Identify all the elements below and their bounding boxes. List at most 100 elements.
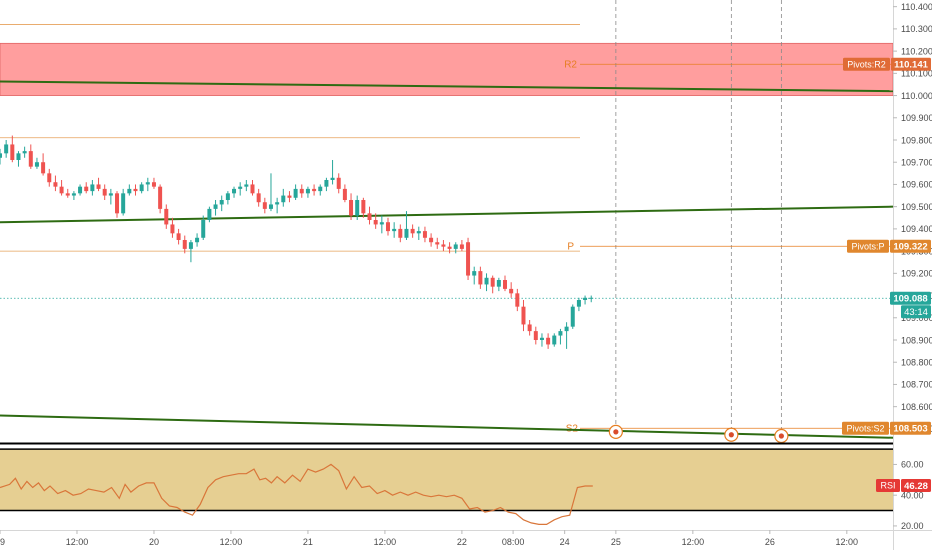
price-tick-label-18: 108.600	[901, 402, 932, 412]
candle-body-84	[515, 293, 520, 307]
candle-body-22	[133, 188, 138, 192]
time-tick-label-10: 12:00	[682, 537, 705, 547]
candle-body-85	[521, 306, 526, 325]
candle-body-96	[589, 297, 594, 299]
candle-body-72	[441, 244, 446, 247]
rsi-value: 46.28	[904, 481, 928, 492]
candle-body-23	[139, 184, 144, 192]
candle-body-49	[299, 188, 304, 194]
candle-body-48	[293, 188, 298, 198]
price-tick-label-12: 109.200	[901, 269, 932, 279]
candle-body-90	[552, 335, 557, 345]
time-tick-label-7: 08:00	[502, 537, 525, 547]
price-tick-label-16: 108.800	[901, 358, 932, 368]
candle-body-7	[41, 162, 46, 174]
candle-body-21	[127, 188, 132, 194]
r2-value-box	[891, 57, 931, 71]
candle-body-57	[349, 200, 354, 216]
candle-body-36	[219, 200, 224, 205]
candle-body-32	[195, 237, 200, 243]
rsi-tag: RSI	[880, 481, 895, 491]
candle-body-44	[268, 204, 273, 209]
rsi-pane[interactable]	[0, 448, 893, 525]
candle-body-81	[496, 280, 501, 287]
p-value-box	[890, 239, 931, 253]
candle-body-24	[145, 182, 150, 185]
time-tick-label-0: 9	[0, 537, 5, 547]
p-tag: Pivots:P	[851, 241, 884, 251]
time-axis[interactable]: 9 12:00 20 12:00 21 12:00 22 08:00 24 25 12:00 26 12…	[0, 530, 932, 547]
s2-tag-box	[842, 421, 889, 435]
candle-body-26	[158, 186, 163, 209]
event-marker-1[interactable]	[724, 427, 739, 442]
candle-body-55	[336, 177, 341, 189]
candle-body-16	[96, 184, 101, 189]
candle-body-63	[385, 222, 390, 232]
time-tick-label-11: 26	[765, 537, 775, 547]
s2-value-box	[890, 421, 931, 435]
countdown-box	[901, 305, 931, 319]
pivot-r2-label: R2	[564, 60, 577, 71]
candle-body-77	[472, 271, 477, 276]
candle-body-38	[232, 188, 237, 194]
time-tick-label-3: 12:00	[220, 537, 243, 547]
candle-body-1	[4, 144, 9, 154]
candle-body-29	[176, 233, 181, 240]
candle-body-34	[207, 208, 212, 220]
event-markers[interactable]	[608, 424, 789, 444]
price-tick-label-7: 109.700	[901, 158, 932, 168]
candle-body-64	[392, 228, 397, 232]
candle-body-20	[121, 193, 126, 214]
candle-body-58	[355, 200, 360, 216]
event-lines	[615, 0, 782, 430]
trend-line-2	[0, 414, 894, 439]
event-marker-0[interactable]	[608, 424, 623, 439]
candle-body-40	[244, 184, 249, 187]
candle-body-13	[78, 186, 83, 194]
candle-body-28	[170, 224, 175, 234]
price-tick-label-10: 109.400	[901, 224, 932, 234]
candle-body-19	[115, 193, 120, 214]
rsi-axis-ticks: 60.00 40.00 20.00	[893, 460, 924, 531]
time-tick-label-6: 22	[457, 537, 467, 547]
candle-body-25	[151, 182, 156, 187]
candle-body-50	[305, 188, 310, 194]
event-marker-2[interactable]	[774, 428, 789, 444]
candle-body-9	[53, 182, 58, 187]
horizontal-levels	[0, 24, 580, 252]
r2-tag: Pivots:R2	[847, 59, 886, 69]
price-tick-label-15: 108.900	[901, 335, 932, 345]
trend-line-1	[0, 205, 894, 224]
p-tag-box	[847, 239, 889, 253]
price-pane[interactable]: R2 P S2	[0, 0, 894, 444]
candle-body-60	[367, 213, 372, 220]
candle-body-79	[484, 277, 489, 285]
candle-body-87	[533, 331, 538, 340]
candle-body-68	[416, 231, 421, 234]
candle-body-0	[0, 153, 2, 158]
price-tick-label-9: 109.500	[901, 202, 932, 212]
rsi-tick-label-2: 20.00	[901, 521, 924, 531]
candle-body-46	[281, 195, 286, 203]
time-tick-label-9: 25	[611, 537, 621, 547]
rsi-tick-label-1: 40.00	[901, 490, 924, 500]
candle-body-61	[373, 220, 378, 225]
candle-body-11	[65, 193, 70, 196]
p-value: 109.322	[893, 242, 927, 253]
price-tick-label-0: 110.400	[901, 2, 932, 12]
s2-tag: Pivots:S2	[846, 423, 884, 433]
candle-body-6	[34, 162, 39, 167]
event-marker-dot-0	[613, 429, 619, 435]
price-tick-label-17: 108.700	[901, 380, 932, 390]
candle-body-74	[453, 244, 458, 249]
candle-body-30	[182, 240, 187, 249]
candle-body-12	[71, 193, 76, 196]
p-axis-label: Pivots:P 109.322	[847, 239, 931, 253]
candle-body-95	[583, 297, 588, 300]
candle-body-70	[429, 237, 434, 243]
time-tick-label-1: 12:00	[66, 537, 89, 547]
price-tick-label-3: 110.100	[901, 69, 932, 79]
candle-body-31	[188, 242, 193, 249]
candle-body-67	[410, 228, 415, 234]
